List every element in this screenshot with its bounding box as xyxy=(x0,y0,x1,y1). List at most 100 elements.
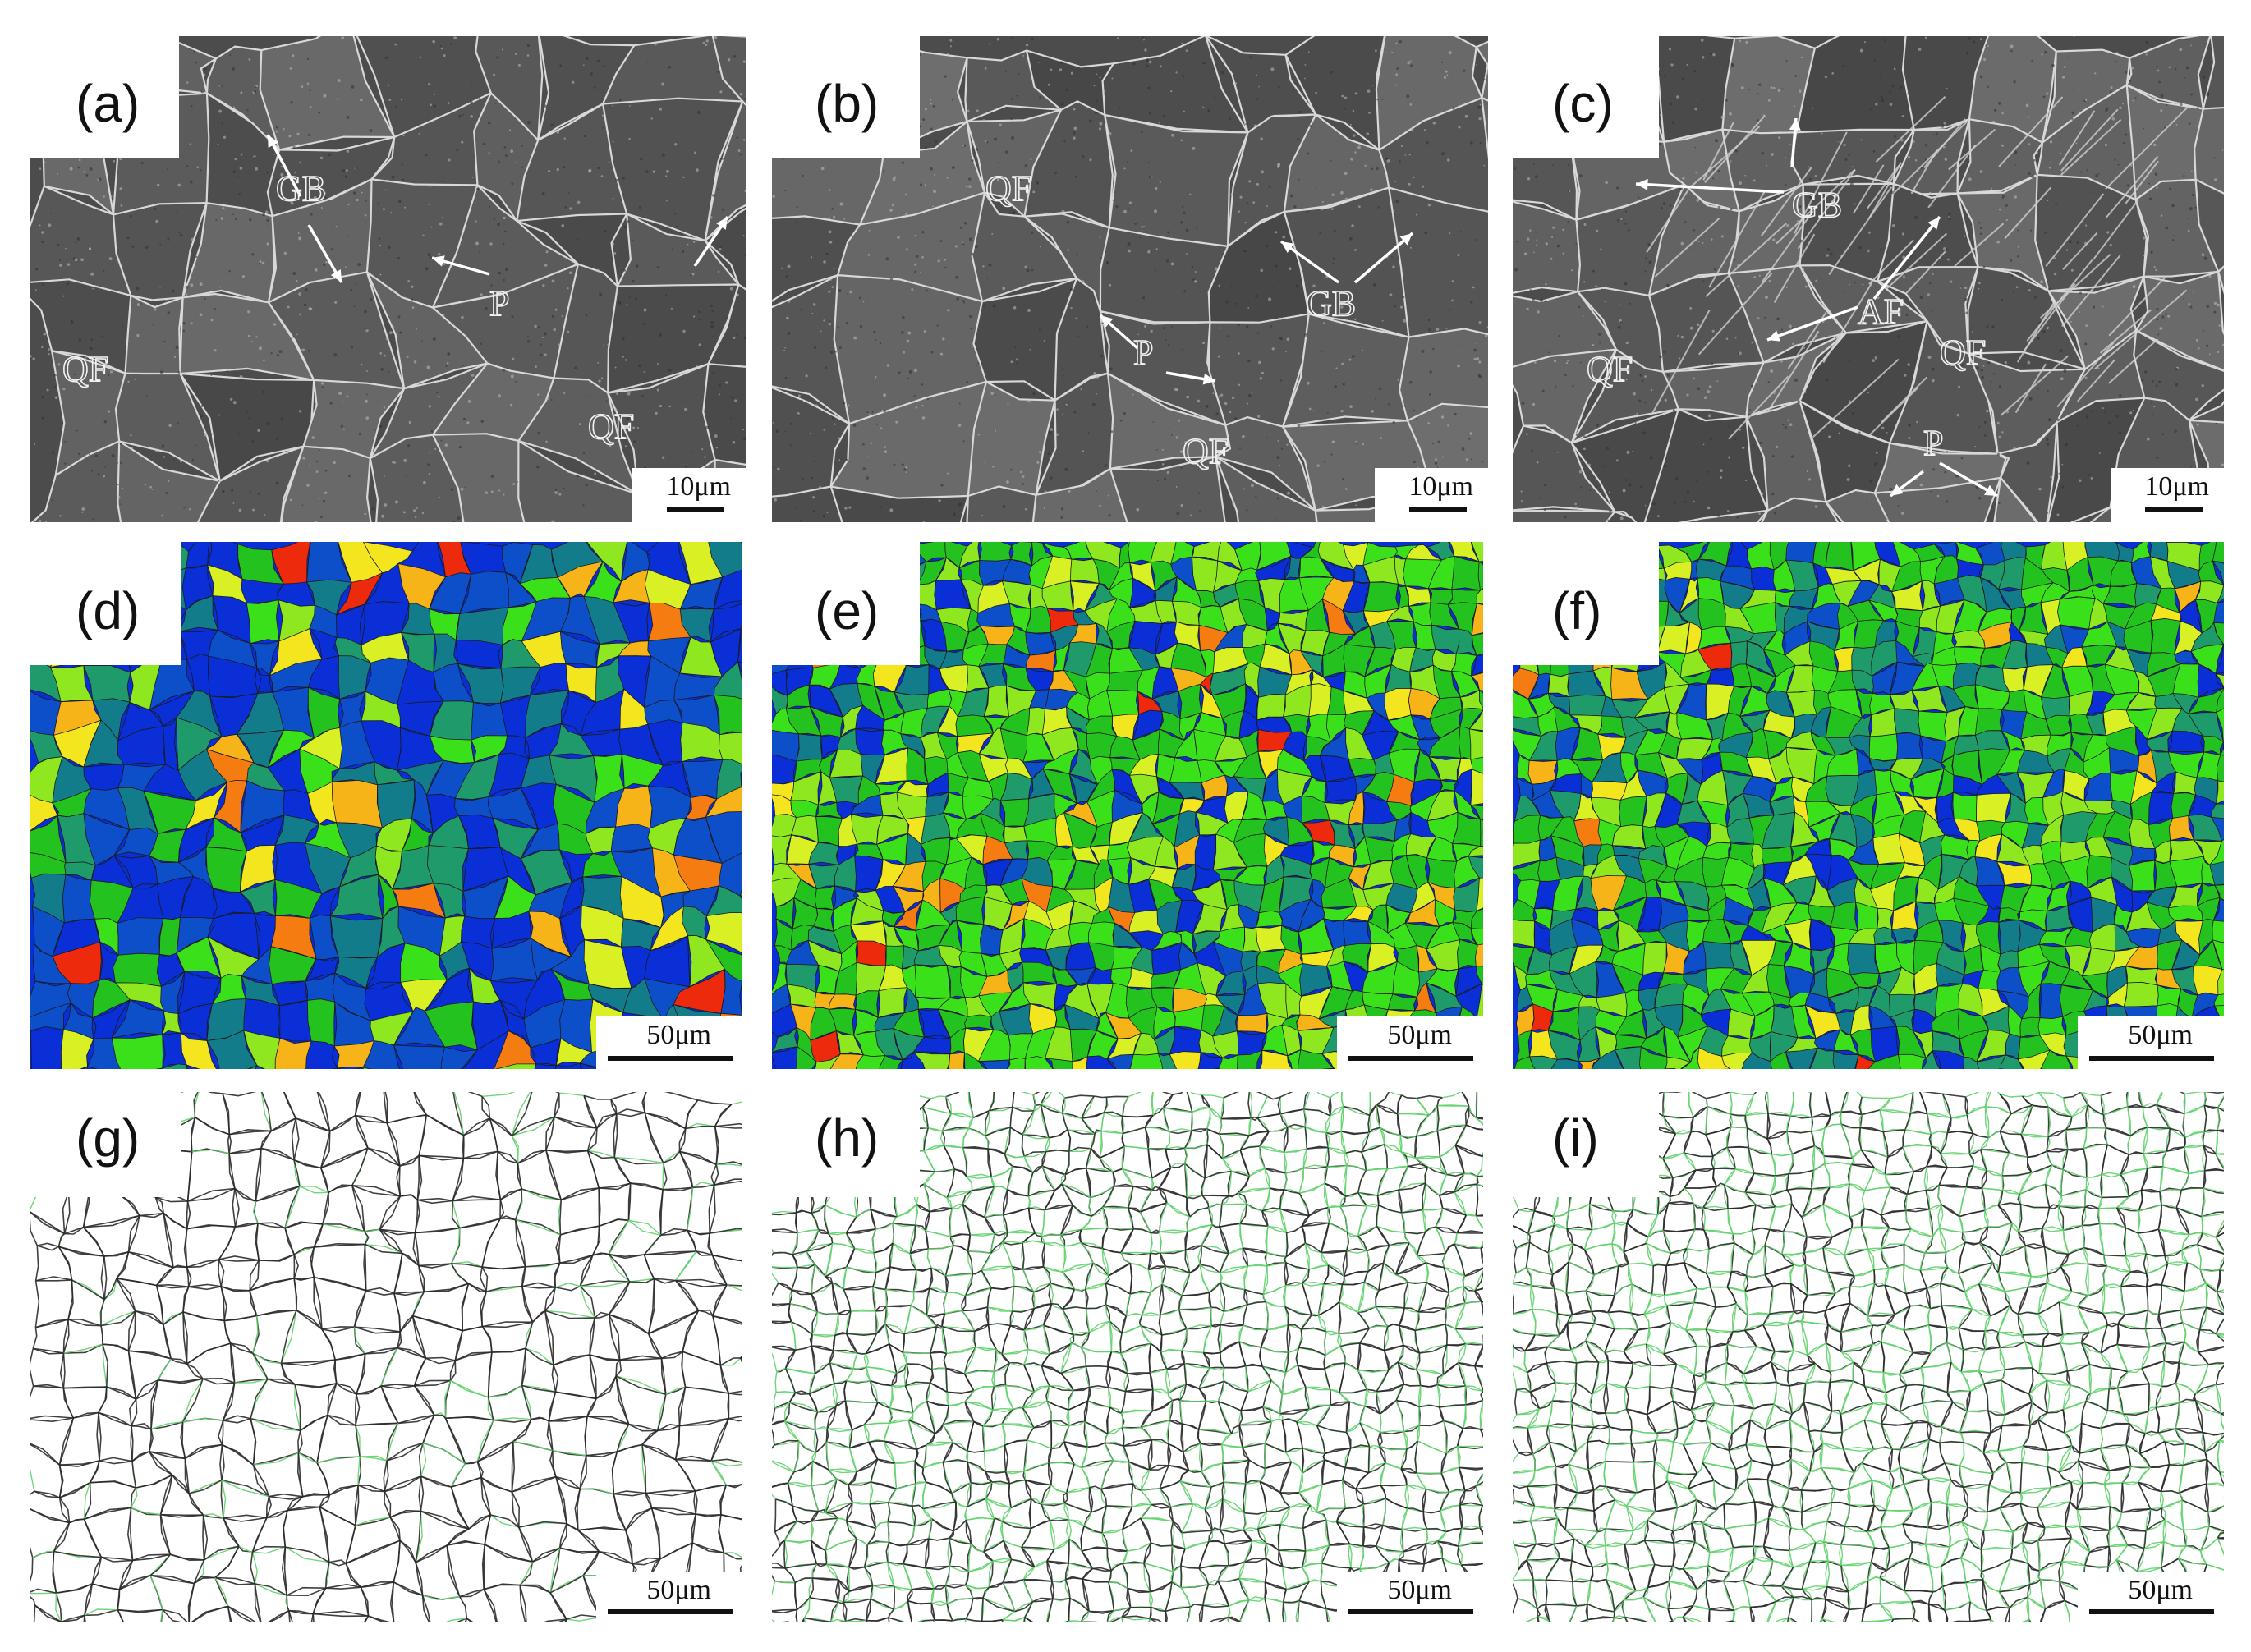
surface-speck xyxy=(334,301,338,304)
grain xyxy=(704,100,746,242)
grain xyxy=(1378,97,1488,215)
surface-speck xyxy=(867,254,871,256)
surface-speck xyxy=(684,407,687,411)
surface-speck xyxy=(1144,48,1147,52)
surface-speck xyxy=(1060,516,1063,519)
surface-speck xyxy=(1785,60,1788,62)
oriented-grain xyxy=(1333,1067,1335,1069)
surface-speck xyxy=(1733,258,1736,261)
panel-label-d: (d) xyxy=(76,581,140,640)
surface-speck xyxy=(259,71,263,75)
surface-speck xyxy=(1550,257,1553,260)
surface-speck xyxy=(946,53,949,56)
panel-a: GB P QF QF (a) 10μm xyxy=(30,36,746,522)
surface-speck xyxy=(665,200,668,202)
surface-speck xyxy=(567,330,570,333)
surface-speck xyxy=(1626,450,1630,454)
surface-speck xyxy=(1445,70,1448,73)
surface-speck xyxy=(1278,85,1280,89)
surface-speck xyxy=(1521,402,1525,406)
surface-speck xyxy=(2203,76,2206,79)
surface-speck xyxy=(1349,123,1352,126)
surface-speck xyxy=(1047,83,1050,86)
surface-speck xyxy=(2053,257,2056,260)
surface-speck xyxy=(626,304,628,306)
surface-speck xyxy=(1476,357,1479,360)
surface-speck xyxy=(1859,48,1863,53)
surface-speck xyxy=(1077,335,1079,337)
surface-speck xyxy=(2217,351,2220,354)
surface-speck xyxy=(156,183,160,187)
surface-speck xyxy=(1155,248,1158,250)
oriented-grain xyxy=(113,952,163,987)
surface-speck xyxy=(1624,223,1627,225)
surface-speck xyxy=(1154,209,1157,213)
surface-speck xyxy=(1789,423,1793,427)
surface-speck xyxy=(1229,411,1232,414)
surface-speck xyxy=(1353,134,1356,137)
surface-speck xyxy=(136,333,140,337)
surface-speck xyxy=(259,259,262,263)
oriented-grain xyxy=(1470,908,1483,932)
surface-speck xyxy=(800,519,802,522)
surface-speck xyxy=(292,336,295,338)
surface-speck xyxy=(210,374,213,376)
surface-speck xyxy=(796,205,798,209)
surface-speck xyxy=(1319,112,1321,114)
surface-speck xyxy=(1119,419,1123,422)
surface-speck xyxy=(308,307,312,311)
surface-speck xyxy=(344,175,348,178)
surface-speck xyxy=(301,348,305,352)
surface-speck xyxy=(1180,221,1183,224)
surface-speck xyxy=(422,480,426,484)
surface-speck xyxy=(1730,160,1732,163)
surface-speck xyxy=(2121,103,2124,105)
surface-speck xyxy=(403,458,407,462)
surface-speck xyxy=(365,328,369,333)
surface-speck xyxy=(1827,502,1830,505)
surface-speck xyxy=(2206,222,2208,223)
surface-speck xyxy=(1841,65,1844,67)
surface-speck xyxy=(1744,174,1747,177)
surface-speck xyxy=(946,472,949,475)
surface-speck xyxy=(384,189,387,191)
ferrite-lath xyxy=(1708,190,1766,288)
surface-speck xyxy=(1948,212,1951,216)
surface-speck xyxy=(1745,40,1748,44)
surface-speck xyxy=(1312,284,1316,287)
surface-speck xyxy=(1711,362,1714,365)
oriented-grain xyxy=(393,1044,445,1069)
surface-speck xyxy=(231,489,234,492)
oriented-grain xyxy=(274,1037,312,1069)
surface-speck xyxy=(975,148,979,151)
surface-speck xyxy=(2056,513,2060,516)
surface-speck xyxy=(843,218,846,220)
surface-speck xyxy=(1693,377,1696,379)
surface-speck xyxy=(90,347,93,351)
surface-speck xyxy=(294,171,296,173)
surface-speck xyxy=(319,516,323,519)
surface-speck xyxy=(596,59,600,62)
surface-speck xyxy=(1942,247,1946,251)
surface-speck xyxy=(618,301,622,305)
surface-speck xyxy=(425,153,428,157)
surface-speck xyxy=(80,258,84,262)
surface-speck xyxy=(2145,40,2148,44)
surface-speck xyxy=(994,137,998,141)
ferrite-lath xyxy=(1688,126,1761,190)
surface-speck xyxy=(1073,131,1076,135)
surface-speck xyxy=(512,357,515,360)
surface-speck xyxy=(275,481,279,485)
surface-speck xyxy=(1279,337,1283,341)
surface-speck xyxy=(1010,118,1013,121)
surface-speck xyxy=(619,99,622,102)
surface-speck xyxy=(471,373,475,377)
surface-speck xyxy=(1436,466,1439,468)
surface-speck xyxy=(360,363,363,366)
surface-speck xyxy=(2193,291,2194,294)
surface-speck xyxy=(787,264,791,268)
surface-speck xyxy=(1247,393,1252,397)
surface-speck xyxy=(1914,158,1918,162)
ferrite-lath xyxy=(1868,239,1914,285)
surface-speck xyxy=(1167,344,1170,347)
